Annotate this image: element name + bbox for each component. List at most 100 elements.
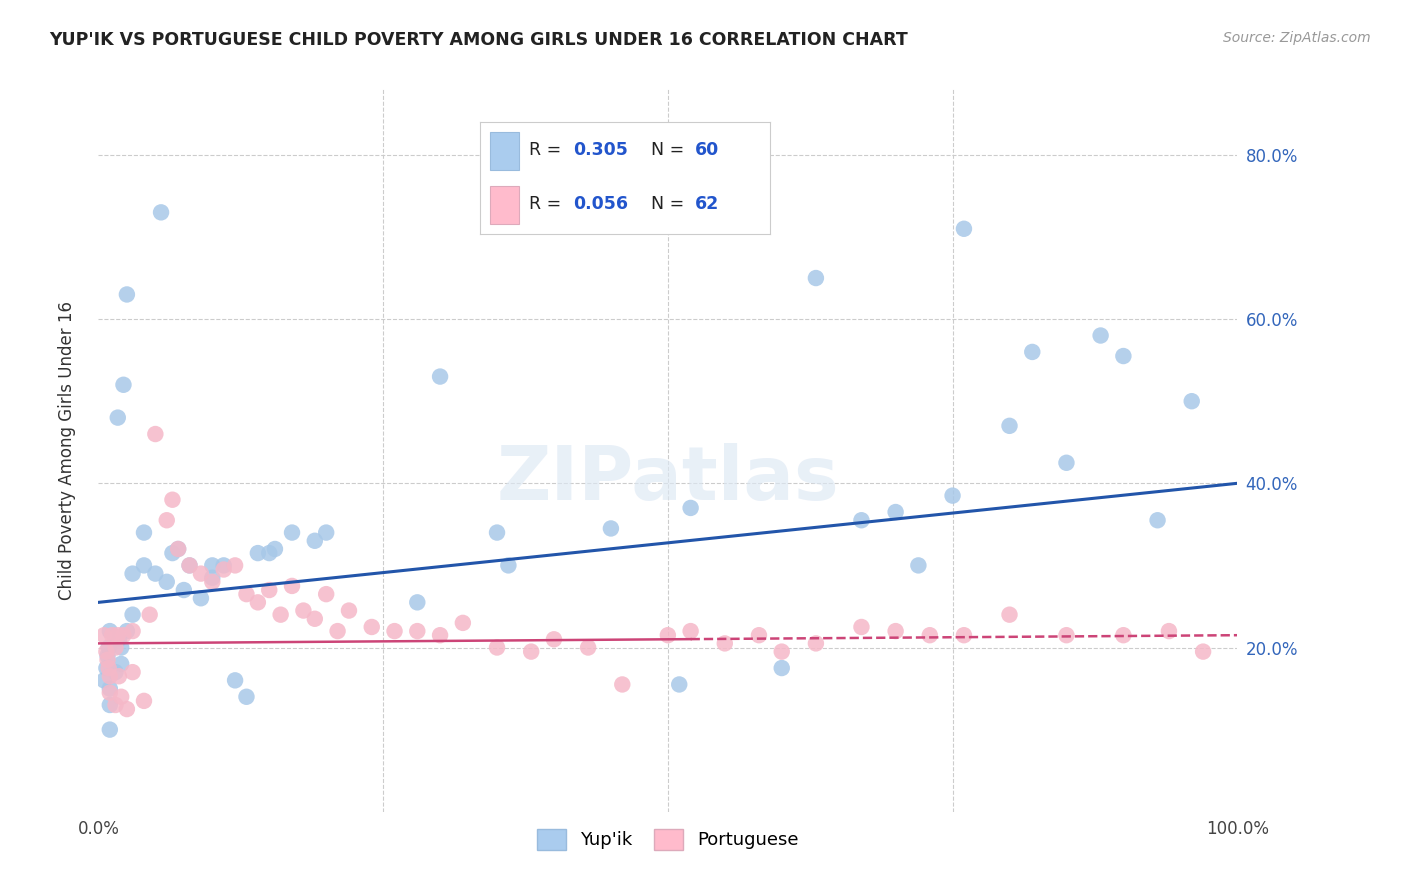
Point bbox=[804, 271, 827, 285]
Point bbox=[235, 690, 257, 704]
Point bbox=[770, 645, 793, 659]
Point bbox=[498, 558, 520, 573]
Point bbox=[162, 492, 184, 507]
Point bbox=[98, 624, 121, 639]
Point bbox=[281, 579, 304, 593]
Point bbox=[259, 546, 281, 560]
Point bbox=[1112, 628, 1135, 642]
Point bbox=[115, 624, 138, 639]
Point bbox=[259, 582, 281, 597]
Point bbox=[162, 546, 184, 560]
Point bbox=[98, 681, 121, 696]
Point bbox=[112, 628, 135, 642]
Point bbox=[107, 628, 129, 642]
Point bbox=[110, 690, 132, 704]
Point bbox=[326, 624, 349, 639]
Point bbox=[406, 624, 429, 639]
Point bbox=[145, 566, 167, 581]
Point bbox=[190, 566, 212, 581]
Point bbox=[201, 574, 224, 589]
Point bbox=[96, 648, 118, 663]
Point bbox=[714, 636, 737, 650]
Point bbox=[543, 632, 565, 647]
Point bbox=[132, 694, 155, 708]
Point bbox=[97, 640, 120, 655]
Point bbox=[851, 620, 873, 634]
Point bbox=[884, 505, 907, 519]
Point bbox=[107, 410, 129, 425]
Point bbox=[1112, 349, 1135, 363]
Point bbox=[668, 677, 690, 691]
Point bbox=[1054, 628, 1078, 642]
Point bbox=[96, 645, 118, 659]
Point bbox=[201, 558, 224, 573]
Point bbox=[851, 513, 873, 527]
Point bbox=[121, 566, 143, 581]
Point bbox=[315, 525, 337, 540]
Text: YUP'IK VS PORTUGUESE CHILD POVERTY AMONG GIRLS UNDER 16 CORRELATION CHART: YUP'IK VS PORTUGUESE CHILD POVERTY AMONG… bbox=[49, 31, 908, 49]
Point bbox=[93, 673, 115, 688]
Point bbox=[998, 607, 1021, 622]
Point bbox=[190, 591, 212, 606]
Point bbox=[98, 698, 121, 712]
Point bbox=[360, 620, 382, 634]
Point bbox=[429, 628, 451, 642]
Point bbox=[121, 624, 143, 639]
Point bbox=[1090, 328, 1112, 343]
Point bbox=[679, 500, 702, 515]
Point bbox=[156, 513, 179, 527]
Point bbox=[1181, 394, 1204, 409]
Point bbox=[600, 521, 623, 535]
Point bbox=[304, 533, 326, 548]
Point bbox=[121, 607, 143, 622]
Point bbox=[110, 640, 132, 655]
Point bbox=[270, 607, 292, 622]
Point bbox=[804, 636, 827, 650]
Point bbox=[907, 558, 929, 573]
Point bbox=[98, 686, 121, 700]
Point bbox=[770, 661, 793, 675]
Point bbox=[1157, 624, 1180, 639]
Point bbox=[235, 587, 257, 601]
Point bbox=[486, 640, 509, 655]
Text: Source: ZipAtlas.com: Source: ZipAtlas.com bbox=[1223, 31, 1371, 45]
Point bbox=[212, 562, 235, 576]
Point bbox=[145, 427, 167, 442]
Point bbox=[1021, 345, 1043, 359]
Point bbox=[1192, 645, 1215, 659]
Legend: Yup'ik, Portuguese: Yup'ik, Portuguese bbox=[530, 822, 806, 857]
Point bbox=[451, 615, 474, 630]
Point bbox=[998, 418, 1021, 433]
Point bbox=[93, 628, 115, 642]
Point bbox=[104, 640, 127, 655]
Point bbox=[1054, 456, 1078, 470]
Point bbox=[337, 603, 360, 617]
Point bbox=[884, 624, 907, 639]
Point bbox=[292, 603, 315, 617]
Point bbox=[315, 587, 337, 601]
Point bbox=[918, 628, 941, 642]
Point bbox=[115, 287, 138, 301]
Point bbox=[97, 661, 120, 675]
Point bbox=[101, 628, 124, 642]
Point bbox=[304, 612, 326, 626]
Point bbox=[179, 558, 201, 573]
Point bbox=[953, 221, 976, 235]
Point bbox=[98, 723, 121, 737]
Point bbox=[429, 369, 451, 384]
Point bbox=[224, 673, 246, 688]
Point bbox=[138, 607, 160, 622]
Point bbox=[104, 665, 127, 680]
Point bbox=[520, 645, 543, 659]
Point bbox=[96, 653, 118, 667]
Point bbox=[179, 558, 201, 573]
Point bbox=[679, 624, 702, 639]
Point bbox=[167, 541, 190, 556]
Point bbox=[132, 525, 155, 540]
Point bbox=[953, 628, 976, 642]
Point bbox=[96, 661, 118, 675]
Point bbox=[281, 525, 304, 540]
Point bbox=[121, 665, 143, 680]
Point bbox=[110, 657, 132, 671]
Point bbox=[942, 489, 965, 503]
